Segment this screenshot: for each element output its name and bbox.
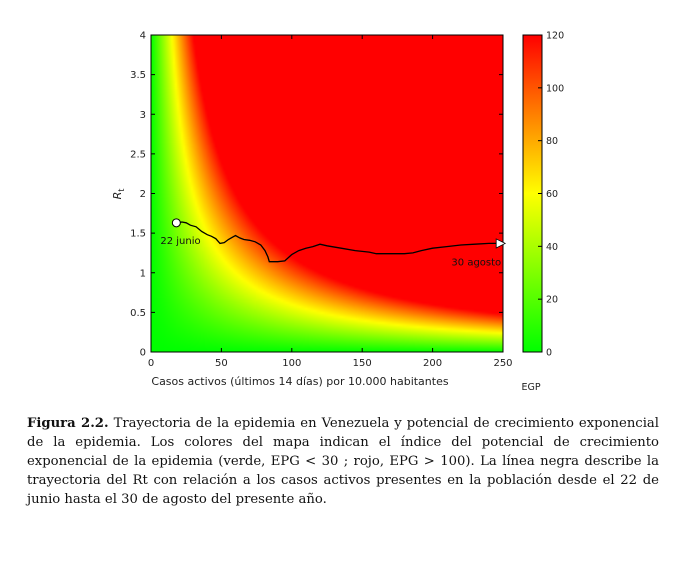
x-axis-label: Casos activos (últimos 14 días) por 10.0…: [151, 375, 448, 388]
x-tick-label: 100: [282, 358, 301, 369]
colorbar-tick-label: 120: [546, 31, 564, 42]
x-tick-label: 250: [493, 358, 512, 369]
figure-caption: Figura 2.2. Trayectoria de la epidemia e…: [27, 414, 659, 509]
y-tick-label: 3: [140, 110, 146, 121]
colorbar-tick-label: 80: [546, 136, 558, 147]
caption-text: Trayectoria de la epidemia en Venezuela …: [27, 416, 659, 507]
y-tick-label: 4: [140, 31, 146, 42]
end-marker: [495, 238, 507, 249]
caption-label: Figura 2.2.: [27, 416, 109, 431]
annotation-end: 30 agosto: [451, 257, 501, 268]
colorbar-tick-label: 40: [546, 242, 558, 253]
colorbar-tick-label: 20: [546, 295, 558, 306]
x-tick-label: 200: [423, 358, 442, 369]
x-tick-label: 0: [148, 358, 154, 369]
y-tick-label: 2: [140, 189, 146, 200]
colorbar-tick-label: 60: [546, 189, 558, 200]
y-tick-label: 0.5: [130, 308, 146, 319]
x-tick-label: 50: [215, 358, 228, 369]
y-axis-label-sub: t: [117, 189, 126, 192]
x-tick-label: 150: [353, 358, 372, 369]
y-tick-label: 1.5: [130, 229, 146, 240]
y-axis-label: Rt: [111, 189, 126, 200]
annotation-start: 22 junio: [160, 236, 200, 247]
y-axis-ticks: 0 0.5 1 1.5 2 2.5 3 3.5 4: [130, 31, 503, 359]
chart: 0 50 100 150 200 250 00.511.522.533.54 22 jun…: [111, 31, 564, 394]
y-tick-label: 1: [140, 268, 146, 279]
y-tick-label: 2.5: [130, 149, 146, 160]
y-axis-label-main: R: [111, 192, 124, 200]
colorbar-label: EGP: [521, 382, 540, 393]
colorbar-ticks: 0 20 40 60 80 100 120: [538, 31, 564, 359]
y-tick-label: 3.5: [130, 70, 146, 81]
trajectory-line: [176, 221, 501, 263]
heatmap: [151, 35, 503, 352]
colorbar-tick-label: 100: [546, 83, 564, 94]
colorbar-tick-label: 0: [546, 348, 552, 359]
start-marker: [171, 218, 181, 228]
x-axis-ticks: 0 50 100 150 200 250: [148, 35, 513, 369]
y-tick-label: 0: [140, 348, 146, 359]
